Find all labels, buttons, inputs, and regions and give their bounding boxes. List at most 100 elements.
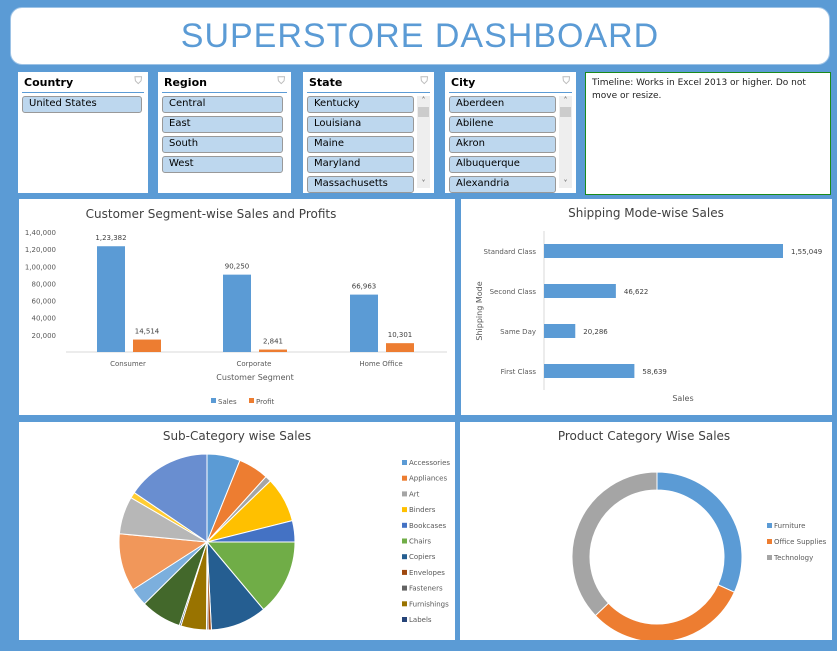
data-label: 20,286 <box>583 328 608 336</box>
y-tick-label: 60,000 <box>32 298 57 306</box>
slicer-item[interactable]: Aberdeen <box>449 96 556 113</box>
y-tick-label: 20,000 <box>32 332 57 340</box>
scrollbar[interactable]: ˄ ˅ <box>417 96 430 188</box>
title-banner: SUPERSTORE DASHBOARD <box>10 7 830 65</box>
legend-label: Technology <box>773 554 813 562</box>
slicer-state-label: State <box>309 76 343 89</box>
slice-tables <box>133 453 208 543</box>
legend-label: Sales <box>218 398 237 406</box>
y-tick-label: 1,40,000 <box>25 229 56 237</box>
clear-filter-icon[interactable]: ⛉ <box>277 76 286 87</box>
slicer-item[interactable]: Albuquerque <box>449 156 556 173</box>
slicer-country-label: Country <box>24 76 74 89</box>
y-tick-label: Standard Class <box>484 248 537 256</box>
slicer-item[interactable]: South <box>162 136 283 153</box>
legend-label: Profit <box>256 398 275 406</box>
legend-label: Chairs <box>409 538 431 546</box>
slicer-item[interactable]: Louisiana <box>307 116 414 133</box>
legend-swatch <box>402 538 407 544</box>
bar <box>544 324 576 338</box>
dashboard-title: SUPERSTORE DASHBOARD <box>180 16 660 55</box>
x-tick-label: Corporate <box>237 360 272 368</box>
x-tick-label: Home Office <box>359 360 402 368</box>
legend-swatch <box>249 398 254 403</box>
slicer-item[interactable]: Kentucky <box>307 96 414 113</box>
y-tick-label: First Class <box>501 368 537 376</box>
data-label: 58,639 <box>642 368 667 376</box>
legend-label: Appliances <box>409 475 447 483</box>
legend-swatch <box>402 460 407 465</box>
bar <box>544 364 635 378</box>
slicer-item[interactable]: Maryland <box>307 156 414 173</box>
data-label: 1,23,382 <box>95 234 126 242</box>
legend-label: Art <box>409 490 420 498</box>
scrollbar[interactable]: ˄ ˅ <box>559 96 572 188</box>
segment-sales-profit-chart: Customer Segment-wise Sales and Profits 2… <box>19 199 455 415</box>
slicer-item[interactable]: Akron <box>449 136 556 153</box>
x-axis-title: Sales <box>672 394 693 403</box>
bar-profit <box>133 339 161 352</box>
clear-filter-icon[interactable]: ⛉ <box>134 76 143 87</box>
y-tick-label: 80,000 <box>32 280 57 288</box>
data-label: 10,301 <box>388 331 413 339</box>
legend-swatch <box>767 523 772 528</box>
clear-filter-icon[interactable]: ⛉ <box>420 76 429 87</box>
x-tick-label: Consumer <box>110 360 146 368</box>
bar-sales <box>350 294 378 352</box>
legend-swatch <box>402 491 407 497</box>
slicer-item[interactable]: West <box>162 156 283 173</box>
slice-chairs <box>205 541 296 611</box>
y-tick-label: Second Class <box>490 288 537 296</box>
subcategory-pie-chart: Sub-Category wise Sales Accessories Applia… <box>19 422 455 640</box>
timeline-text: Timeline: Works in Excel 2013 or higher.… <box>592 78 806 101</box>
legend-label: Accessories <box>409 459 450 467</box>
legend-swatch <box>211 398 216 403</box>
y-tick-label: 1,00,000 <box>25 263 56 271</box>
data-label: 66,963 <box>352 283 377 291</box>
slice-furniture <box>656 471 743 593</box>
legend-swatch <box>402 475 407 481</box>
legend-label: Furniture <box>774 522 805 530</box>
legend-swatch <box>402 601 407 607</box>
slicer-item[interactable]: Central <box>162 96 283 113</box>
legend-label: Fasteners <box>409 585 443 593</box>
chart-title: Product Category Wise Sales <box>558 429 730 443</box>
legend-swatch <box>402 522 407 528</box>
legend-swatch <box>767 555 772 560</box>
slicer-item[interactable]: Alexandria <box>449 176 556 193</box>
category-donut-chart: Product Category Wise Sales Furniture Offi… <box>460 422 832 640</box>
slicer-state: State ⛉ ˄ ˅ Kentucky Louisiana Maine Maryland M… <box>303 72 434 193</box>
shipping-mode-chart: Shipping Mode-wise Sales Standard Class 1,… <box>461 199 832 415</box>
bar-profit <box>259 349 287 352</box>
y-tick-label: 1,20,000 <box>25 246 56 254</box>
slicer-item[interactable]: United States <box>22 96 142 113</box>
data-label: 1,55,049 <box>791 248 822 256</box>
timeline-placeholder[interactable]: Timeline: Works in Excel 2013 or higher.… <box>585 72 831 195</box>
clear-filter-icon[interactable]: ⛉ <box>562 76 571 87</box>
legend-label: Bookcases <box>409 522 447 530</box>
bar <box>544 244 783 258</box>
legend-label: Binders <box>409 506 436 514</box>
chart-title: Sub-Category wise Sales <box>163 429 311 443</box>
slicer-city: City ⛉ ˄ ˅ Aberdeen Abilene Akron Albuquerque A… <box>445 72 576 193</box>
slice-office-supplies <box>594 584 736 640</box>
slicer-item[interactable]: Abilene <box>449 116 556 133</box>
slicer-item[interactable]: Massachusetts <box>307 176 414 193</box>
legend-label: Labels <box>409 616 432 624</box>
legend-label: Furnishings <box>409 600 449 608</box>
slice-technology <box>571 471 658 617</box>
bar-sales <box>97 246 125 352</box>
slicer-item[interactable]: East <box>162 116 283 133</box>
slicer-region: Region ⛉ Central East South West <box>158 72 291 193</box>
slicer-region-label: Region <box>164 76 207 89</box>
legend-swatch <box>402 617 407 622</box>
data-label: 46,622 <box>624 288 649 296</box>
legend-swatch <box>402 569 407 575</box>
slicer-country: Country ⛉ United States <box>18 72 148 193</box>
y-tick-label: 40,000 <box>32 315 57 323</box>
legend-label: Office Supplies <box>774 538 827 546</box>
bar <box>544 284 616 298</box>
legend-label: Envelopes <box>409 569 445 577</box>
chart-title: Shipping Mode-wise Sales <box>568 206 724 220</box>
slicer-item[interactable]: Maine <box>307 136 414 153</box>
